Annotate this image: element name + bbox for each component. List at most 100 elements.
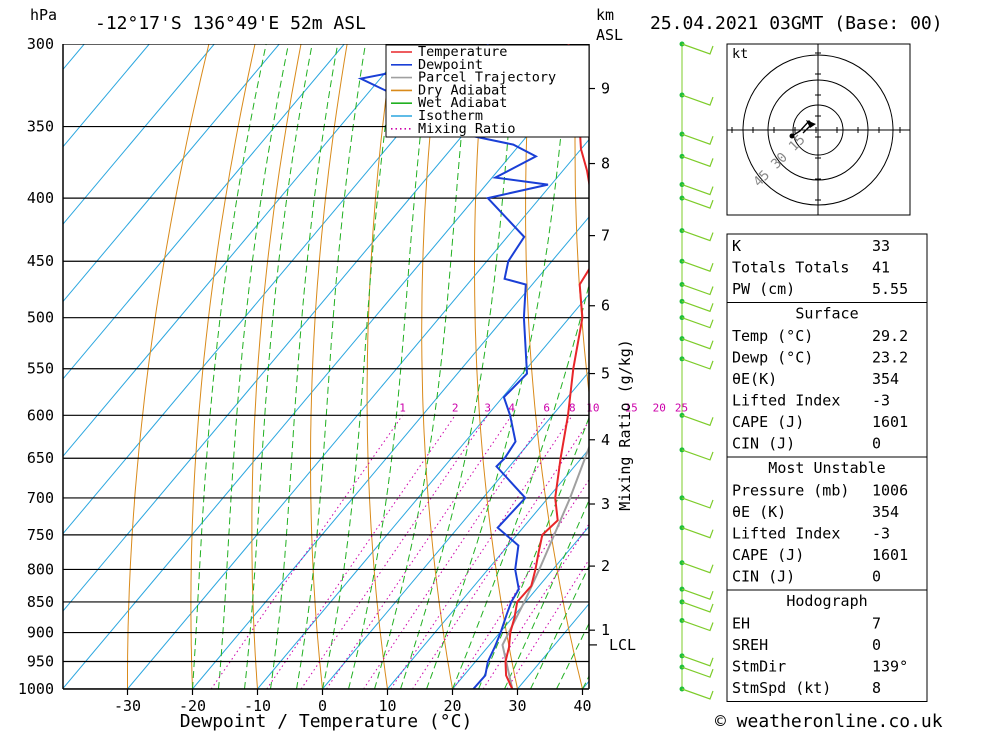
wind-barb [681, 283, 714, 296]
pressure-tick-label: 800 [27, 560, 54, 578]
most-unstable-table-row-value: 1601 [872, 546, 908, 564]
lcl-label: LCL [609, 636, 636, 654]
temperature-tick-label: 10 [378, 697, 396, 715]
skewt-plot-lines [63, 44, 1000, 689]
temperature-tick-label: -20 [179, 697, 206, 715]
indices-table-box [726, 233, 928, 303]
mixing-ratio-line [300, 415, 489, 689]
temperature-tick-label: 20 [443, 697, 461, 715]
temperature-tick-label: -30 [114, 697, 141, 715]
isotherm-line [63, 44, 150, 148]
hpa-label: hPa [30, 6, 57, 24]
mixing-ratio-line [210, 415, 403, 689]
pressure-tick-label: 600 [27, 406, 54, 424]
mixing-ratio-label: 3 [484, 401, 491, 414]
mixing-ratio-line [266, 415, 456, 689]
km-tick-label: 5 [601, 365, 610, 383]
pressure-tick-label: 700 [27, 489, 54, 507]
surface-table-row-value: 23.2 [872, 349, 908, 367]
hodo-ring [767, 79, 869, 181]
wind-barb-dot [679, 315, 685, 321]
wind-barb [681, 300, 714, 313]
mixing-ratio-line [506, 558, 589, 689]
wind-barb [681, 317, 714, 329]
mixing-ratio-labels: 12346810152025 [399, 401, 688, 414]
isotherm-line [63, 44, 540, 612]
wind-barb [681, 449, 714, 461]
pressure-tick-label: 450 [27, 252, 54, 270]
isobar-lines [63, 44, 589, 689]
temperature-tick-label: 40 [573, 697, 591, 715]
surface-table-row-value: -3 [872, 392, 890, 410]
indices-table-row-label: PW (cm) [732, 280, 795, 298]
hodograph-table-row-label: StmDir [732, 658, 786, 676]
dry-adiabat-line [310, 44, 348, 689]
hodograph-table-title: Hodograph [786, 592, 867, 610]
dry-adiabat-line [946, 44, 1000, 689]
wind-barb [681, 43, 714, 55]
surface-table-title: Surface [795, 305, 858, 323]
pressure-tick-label: 400 [27, 189, 54, 207]
surface-table-row-value: 354 [872, 370, 899, 388]
indices-table-row-value: 33 [872, 237, 890, 255]
wind-barb [681, 133, 714, 145]
mixing-ratio-line [390, 415, 573, 689]
temperature-tick-labels: -30 -20 -10 0 10 20 30 40 [114, 689, 592, 715]
dry-adiabat-line [574, 44, 589, 397]
km-tick-label: 8 [601, 155, 610, 173]
wind-barb [681, 588, 714, 600]
most-unstable-table-row-label: θE (K) [732, 503, 786, 521]
hodograph-table-row-value: 8 [872, 679, 881, 697]
mixing-ratio-label: 15 [625, 401, 638, 414]
hodograph-table-row-label: SREH [732, 636, 768, 654]
indices-table-row-value: 41 [872, 259, 890, 277]
km-tick-label: 6 [601, 297, 610, 315]
indices-table-row-label: K [732, 237, 741, 255]
temperature-tick-label: 0 [318, 697, 327, 715]
wet-adiabat-line [504, 499, 589, 689]
asl-label: ASL [596, 26, 623, 44]
km-label: km [596, 6, 614, 24]
wind-barb [681, 230, 714, 242]
legend-label: Parcel Trajectory [418, 70, 556, 86]
location-title: -12°17'S 136°49'E 52m ASL [95, 13, 366, 34]
wind-barb [681, 183, 714, 196]
isotherm-line [257, 293, 589, 689]
mixing-ratio-label: 10 [586, 401, 599, 414]
pressure-tick-labels: 300 350 400 450 500 550 600 650 700 750 800 850 900 9… [18, 35, 54, 698]
hodograph-table-row-value: 0 [872, 636, 881, 654]
hodograph-table-box [726, 589, 928, 702]
km-tick-label: 9 [601, 80, 610, 98]
pressure-tick-label: 750 [27, 526, 54, 544]
mixing-ratio-label: 4 [508, 401, 515, 414]
most-unstable-table-row-label: CIN (J) [732, 568, 795, 586]
km-tick-label: 7 [601, 227, 610, 245]
isotherm-line [63, 44, 345, 380]
most-unstable-table-title: Most Unstable [768, 459, 885, 477]
pressure-tick-label: 1000 [18, 680, 54, 698]
wind-barb [681, 358, 714, 370]
wet-adiabat-line [374, 44, 472, 689]
surface-table-row-value: 1601 [872, 413, 908, 431]
indices-table-row-label: Totals Totals [732, 259, 849, 277]
mixing-ratio-label: 1 [399, 401, 406, 414]
wind-barb [681, 414, 714, 427]
wind-barb [681, 601, 714, 613]
wind-barb [681, 655, 714, 667]
temperature-tick-label: -10 [244, 697, 271, 715]
parcel-trajectory-line [501, 444, 589, 689]
mixing-ratio-axis-label: Mixing Ratio (g/kg) [616, 339, 634, 511]
surface-table-row-value: 29.2 [872, 327, 908, 345]
wind-barb [681, 260, 714, 272]
hodograph-table-row-label: EH [732, 615, 750, 633]
mixing-ratio-label: 8 [569, 401, 576, 414]
pressure-tick-label: 500 [27, 309, 54, 327]
km-tick-label: 2 [601, 557, 610, 575]
wet-adiabat-line [478, 416, 589, 689]
pressure-tick-label: 350 [27, 118, 54, 136]
dry-adiabat-line [190, 44, 256, 689]
index-tables: K 33 Totals Totals 41 PW (cm) 5.55 Surface Temp… [726, 233, 928, 702]
hodo-ring [742, 54, 894, 206]
